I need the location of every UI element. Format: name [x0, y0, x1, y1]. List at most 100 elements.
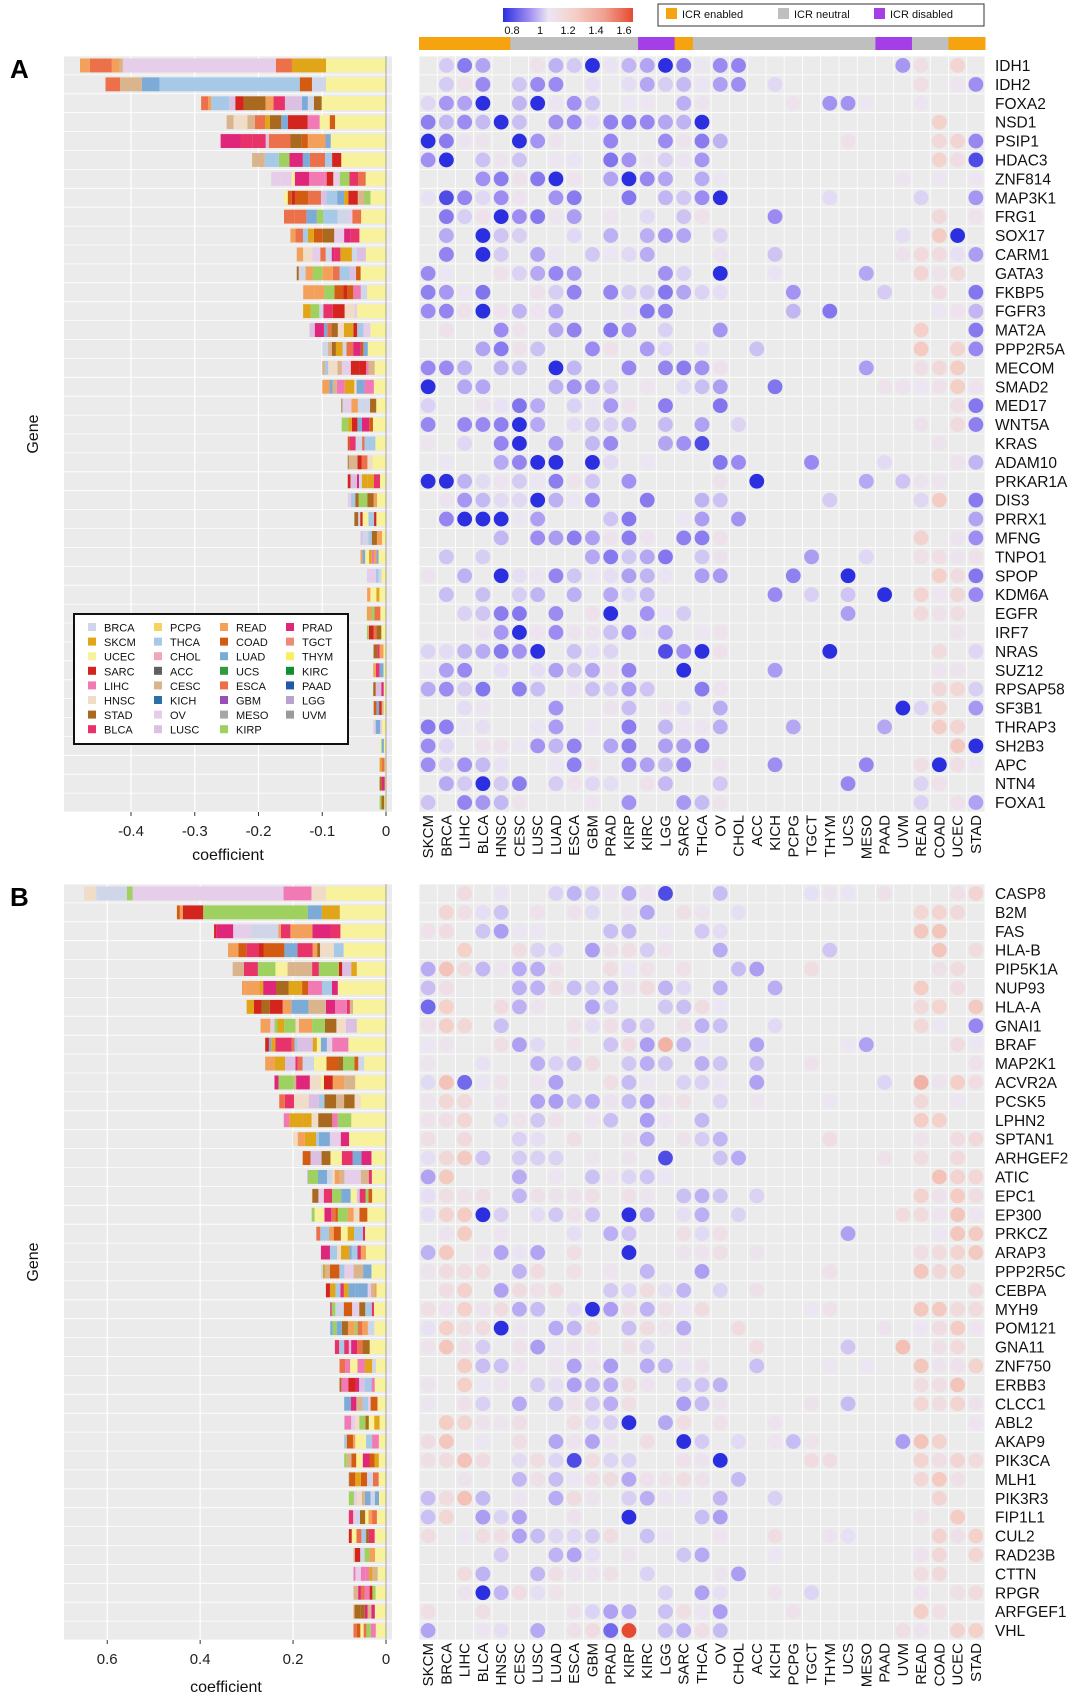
bar-segment-dis3-kirp [362, 493, 368, 508]
heatmap-dot-nup93-lusc [530, 980, 546, 996]
heatmap-dot-fas-coad [931, 923, 947, 939]
heatmap-dot-ntn4-prad [603, 776, 619, 792]
bar-segment-idh1-ov [122, 58, 276, 73]
heatmap-dot-prkcz-hnsc [493, 1226, 509, 1242]
heatmap-dot-pcsk5-ucec [950, 1093, 966, 1109]
heatmap-dot-braf-ucec [950, 1037, 966, 1053]
heatmap-dot-acvr2a-hnsc [493, 1075, 509, 1090]
heatmap-dot-erbb3-ucec [950, 1377, 966, 1393]
heatmap-dot-acvr2a-prad [603, 1075, 619, 1090]
heatmap-dot-pik3r3-lgg [658, 1490, 673, 1506]
heatmap-dot-pip5k1a-hnsc [493, 961, 509, 977]
heatmap-dot-gnai1-sarc [676, 1018, 692, 1034]
heatmap-dot-prkcz-ucs [840, 1226, 856, 1242]
heatmap-dot-gnai1-ov [712, 1018, 728, 1034]
bar-segment-mlh1-stad [348, 1472, 350, 1487]
heatmap-dot-foxa2-sarc [676, 95, 692, 111]
bar-segment-carm1-ucec [365, 247, 386, 262]
heatmap-dot-smad2-read [913, 379, 929, 395]
heatmap-dot-cttn-blca [475, 1566, 491, 1582]
heatmap-dot-hla-b-ov [712, 942, 728, 958]
heatmap-dot-pik3r3-luad [548, 1490, 564, 1506]
heatmap-dot-znf750-stad [968, 1358, 984, 1374]
heatmap-dot-cul2-luad [548, 1528, 564, 1544]
heatmap-dot-sptan1-sarc [676, 1131, 692, 1147]
heatmap-dot-nras-blca [475, 643, 491, 659]
bar-segment-adam10-esca [361, 455, 368, 470]
gene-label-psip1: PSIP1 [995, 134, 1039, 151]
bar-segment-mecom-ucec [374, 360, 386, 375]
heatmap-dot-arhgef2-lgg [658, 1150, 673, 1166]
bar-segment-carm1-prad [331, 247, 335, 262]
heatmap-dot-foxa1-stad [968, 795, 984, 810]
heatmap-dot-akap9-pcpg [785, 1434, 801, 1449]
icr-strip-cell-meso [857, 37, 876, 50]
bar-segment-clcc1-cesc [356, 1396, 363, 1411]
heatmap-dot-suz12-sarc [676, 662, 692, 678]
bar-segment-apc-ucec [384, 757, 386, 772]
heatmap-dot-arfgef1-read [913, 1604, 929, 1620]
heatmap-dot-sf3b1-blca [475, 700, 491, 716]
heatmap-dot-tnpo1-meso [858, 549, 874, 565]
heatmap-dot-ppp2r5c-brca [438, 1264, 454, 1279]
heatmap-dot-pom121-chol [731, 1320, 746, 1336]
bar-segment-braf-esca [291, 1037, 295, 1052]
bar-segment-adam10-sarc [357, 455, 362, 470]
heatmap-dot-arap3-kirp [621, 1245, 637, 1260]
bar-segment-thrap3-ov [380, 720, 383, 734]
heatmap-dot-apc-brca [438, 757, 454, 773]
cancer-label-thca: THCA [694, 815, 711, 856]
heatmap-dot-suz12-gbm [585, 662, 600, 678]
bar-segment-hla-b-read [312, 943, 318, 958]
bar-segment-cttn-lihc [360, 1566, 366, 1581]
heatmap-dot-hdac3-hnsc [493, 152, 509, 168]
bar-segment-ppp2r5c-ov [344, 1264, 354, 1279]
bar-segment-ppp2r5a-esca [346, 342, 354, 356]
bar-segment-sptan1-skcm [304, 1132, 317, 1147]
heatmap-dot-med17-esca [566, 398, 582, 414]
heatmap-dot-smad2-kich [767, 379, 783, 395]
bar-segment-pcsk5-esca [279, 1094, 280, 1109]
heatmap-dot-wnt5a-kirp [621, 417, 637, 432]
heatmap-dot-ntn4-cesc [512, 776, 527, 792]
heatmap-dot-pik3ca-ov [712, 1453, 728, 1468]
heatmap-dot-fgfr3-pcpg [785, 303, 801, 319]
gene-label-mlh1: MLH1 [995, 1472, 1036, 1489]
heatmap-dot-ep300-kirc [639, 1207, 655, 1223]
heatmap-dot-smad2-ucec [950, 379, 966, 395]
icr-strip-cell-stad [966, 37, 986, 50]
heatmap-dot-idh1-gbm [585, 58, 600, 73]
heatmap-dot-adam10-tgct [804, 454, 819, 470]
gene-label-pik3r3: PIK3R3 [995, 1491, 1048, 1508]
bar-segment-hla-a-read [282, 999, 292, 1014]
heatmap-dot-znf750-ucec [950, 1358, 966, 1374]
bar-segment-hdac3-thca [324, 153, 333, 167]
bar-segment-braf-luad [320, 1037, 327, 1052]
heatmap-dot-znf814-coad [931, 171, 947, 187]
cancer-legend-label-thym: THYM [302, 652, 333, 664]
bar-segment-fas-read [290, 924, 313, 939]
heatmap-dot-ppp2r5c-coad [931, 1264, 947, 1279]
bar-segment-idh1-esca [275, 58, 292, 73]
heatmap-dot-sptan1-skcm [420, 1131, 436, 1147]
bar-segment-znf750-lihc [357, 1359, 365, 1373]
heatmap-dot-pik3ca-cesc [512, 1453, 527, 1468]
bar-segment-adam10-cesc [348, 455, 353, 470]
cancer-legend-label-ucec: UCEC [104, 652, 135, 664]
bar-segment-cul2-ucec [374, 1529, 386, 1543]
bar-segment-psip1-blca [252, 134, 266, 148]
heatmap-dot-ppp2r5a-hnsc [493, 341, 509, 357]
bar-segment-hdac3-prad [289, 153, 303, 167]
bar-segment-mfng-brca [362, 531, 369, 545]
cancer-label-lihc: LIHC [457, 815, 474, 849]
heatmap-dot-pom121-sarc [676, 1320, 692, 1336]
heatmap-dot-ntn4-coad [931, 776, 947, 792]
heatmap-dot-map2k1-kirc [639, 1056, 655, 1071]
bar-tick-label-0: -0.4 [118, 823, 144, 840]
heatmap-dot-rpsap58-ov [712, 681, 728, 697]
heatmap-dot-arap3-sarc [676, 1245, 692, 1260]
bar-segment-nup93-prad [263, 981, 276, 995]
bar-segment-prkcz-coad [333, 1226, 341, 1241]
bar-segment-thrap3-luad [375, 720, 381, 734]
heatmap-dot-foxa2-kirc [639, 95, 655, 111]
